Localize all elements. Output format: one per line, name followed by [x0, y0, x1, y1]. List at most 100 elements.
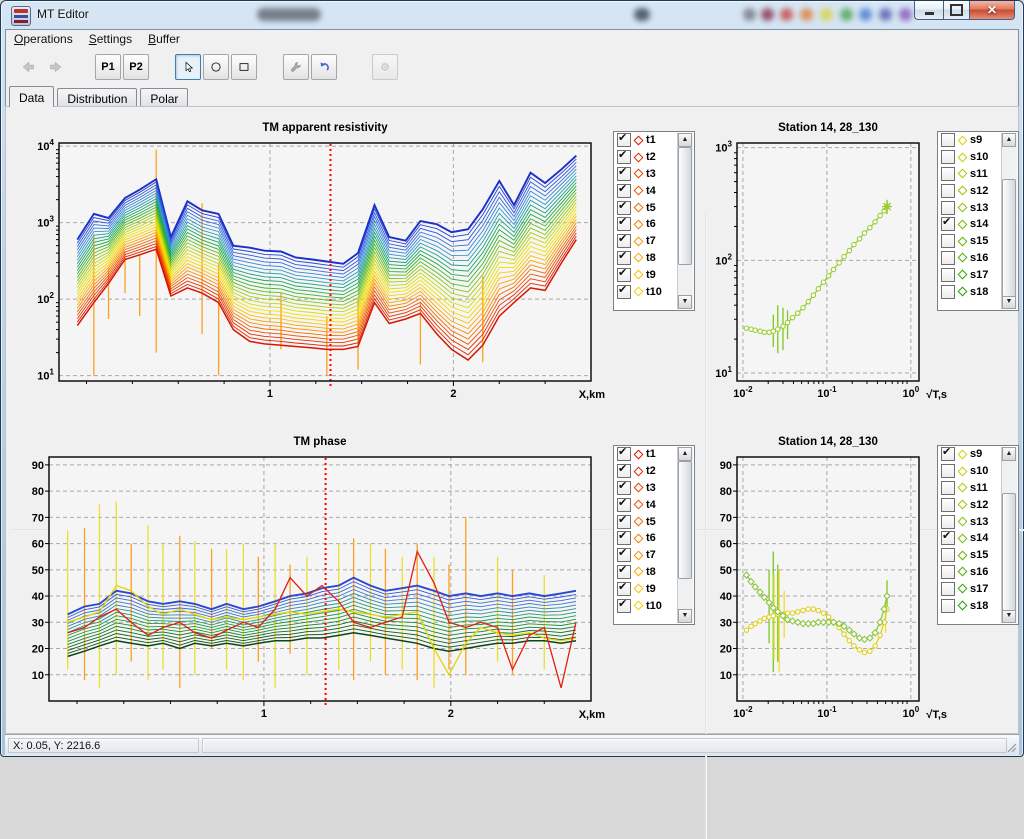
checkbox-s17[interactable]	[941, 267, 955, 282]
legend-item-t6[interactable]: ✔ t6	[614, 530, 694, 547]
checkbox-s14[interactable]: ✔	[941, 530, 955, 546]
checkbox-s14[interactable]: ✔	[941, 216, 955, 232]
p1-button[interactable]: P1	[95, 54, 121, 80]
checkbox-s10[interactable]	[941, 150, 955, 165]
legend-item-s16[interactable]: s16	[938, 564, 1018, 581]
checkbox-s11[interactable]	[941, 480, 955, 495]
p2-button[interactable]: P2	[123, 54, 149, 80]
checkbox-t7[interactable]: ✔	[617, 233, 631, 249]
legend-item-s13[interactable]: s13	[938, 513, 1018, 530]
menu-item-settings[interactable]: Settings	[88, 32, 133, 46]
legend-scrollbar[interactable]: ▲ ▼	[677, 447, 693, 623]
legend-item-t7[interactable]: ✔ t7	[614, 233, 694, 250]
rectangle-select-tool-button[interactable]	[231, 54, 257, 80]
checkbox-s12[interactable]	[941, 497, 955, 512]
titlebar[interactable]: MT Editor ✕	[1, 1, 1023, 29]
legend-item-t2[interactable]: ✔ t2	[614, 463, 694, 480]
scrollbar-thumb[interactable]	[1002, 493, 1016, 611]
checkbox-t4[interactable]: ✔	[617, 183, 631, 198]
legend-item-t3[interactable]: ✔ t3	[614, 480, 694, 497]
settings-button[interactable]: ⚙	[372, 54, 398, 80]
legend-item-t3[interactable]: ✔ t3	[614, 166, 694, 183]
legend-item-t5[interactable]: ✔ t5	[614, 199, 694, 216]
checkbox-s9[interactable]	[941, 133, 955, 148]
legend-item-t9[interactable]: ✔ t9	[614, 580, 694, 597]
chart-tm-apparent-resistivity[interactable]: TM apparent resistivity 1 2 101 102 103 104 X,k…	[9, 109, 609, 421]
legend-item-s15[interactable]: s15	[938, 547, 1018, 564]
legend-item-t4[interactable]: ✔ t4	[614, 496, 694, 513]
maximize-button[interactable]	[943, 1, 970, 20]
legend-item-s13[interactable]: s13	[938, 199, 1018, 216]
checkbox-t3[interactable]: ✔	[617, 480, 631, 495]
checkbox-s16[interactable]	[941, 250, 955, 265]
legend-item-t1[interactable]: ✔ t1	[614, 132, 694, 149]
legend-item-s14[interactable]: ✔ s14	[938, 216, 1018, 233]
legend-item-t9[interactable]: ✔ t9	[614, 266, 694, 283]
checkbox-s17[interactable]	[941, 581, 955, 596]
legend-item-s11[interactable]: s11	[938, 480, 1018, 497]
legend-scrollbar[interactable]: ▲ ▼	[677, 133, 693, 309]
checkbox-s18[interactable]	[941, 598, 955, 613]
close-button[interactable]: ✕	[970, 1, 1015, 20]
tm_phase-canvas[interactable]: TM phase 1 2 10 20 30 40 50 60 70 80 90 X,km	[9, 425, 609, 727]
tm_resistivity-canvas[interactable]: TM apparent resistivity 1 2 101 102 103 104 X,k…	[9, 109, 609, 421]
ellipse-select-tool-button[interactable]	[203, 54, 229, 80]
legend-scrollbar[interactable]: ▲ ▼	[1001, 133, 1017, 309]
legend-item-t10[interactable]: ✔ t10	[614, 597, 694, 614]
checkbox-t2[interactable]: ✔	[617, 463, 631, 479]
legend-item-t7[interactable]: ✔ t7	[614, 547, 694, 564]
tab-data[interactable]: Data	[9, 86, 55, 107]
legend-item-s16[interactable]: s16	[938, 250, 1018, 267]
legend-item-t2[interactable]: ✔ t2	[614, 149, 694, 166]
scroll-down-icon[interactable]: ▼	[678, 295, 692, 309]
tab-distribution[interactable]: Distribution	[57, 88, 138, 108]
checkbox-s9[interactable]: ✔	[941, 446, 955, 462]
legend-item-s15[interactable]: s15	[938, 233, 1018, 250]
legend-item-s14[interactable]: ✔ s14	[938, 530, 1018, 547]
checkbox-t2[interactable]: ✔	[617, 149, 631, 165]
checkbox-t6[interactable]: ✔	[617, 216, 631, 232]
checkbox-t3[interactable]: ✔	[617, 166, 631, 181]
legend-item-s18[interactable]: s18	[938, 283, 1018, 300]
minimize-button[interactable]	[914, 1, 943, 20]
scrollbar-thumb[interactable]	[1002, 179, 1016, 297]
scroll-down-icon[interactable]: ▼	[1002, 295, 1016, 309]
legend-scrollbar[interactable]: ▲ ▼	[1001, 447, 1017, 623]
checkbox-s10[interactable]	[941, 464, 955, 479]
checkbox-s16[interactable]	[941, 564, 955, 579]
menu-item-operations[interactable]: Operations	[14, 32, 73, 46]
checkbox-s11[interactable]	[941, 166, 955, 181]
checkbox-t10[interactable]: ✔	[617, 598, 631, 613]
legend-item-s10[interactable]: s10	[938, 149, 1018, 166]
legend-item-t6[interactable]: ✔ t6	[614, 216, 694, 233]
legend-item-s9[interactable]: ✔ s9	[938, 446, 1018, 463]
legend-item-t1[interactable]: ✔ t1	[614, 446, 694, 463]
scroll-up-icon[interactable]: ▲	[1002, 447, 1016, 461]
scrollbar-thumb[interactable]	[678, 461, 692, 579]
legend-item-s12[interactable]: s12	[938, 496, 1018, 513]
legend-item-t5[interactable]: ✔ t5	[614, 513, 694, 530]
checkbox-t8[interactable]: ✔	[617, 564, 631, 579]
checkbox-s13[interactable]	[941, 200, 955, 215]
station_resistivity-canvas[interactable]: Station 14, 28_130 10-2 10-1 100 101 102 103 √T…	[703, 109, 951, 421]
legend-item-t8[interactable]: ✔ t8	[614, 250, 694, 267]
scrollbar-thumb[interactable]	[678, 147, 692, 265]
legend-item-s17[interactable]: s17	[938, 266, 1018, 283]
checkbox-t1[interactable]: ✔	[617, 132, 631, 148]
scroll-up-icon[interactable]: ▲	[1002, 133, 1016, 147]
legend-item-t10[interactable]: ✔ t10	[614, 283, 694, 300]
back-button[interactable]	[15, 54, 41, 80]
checkbox-s13[interactable]	[941, 514, 955, 529]
vertical-splitter[interactable]	[705, 213, 707, 839]
checkbox-t6[interactable]: ✔	[617, 530, 631, 546]
station_phase-canvas[interactable]: Station 14, 28_130 10-2 10-1 100 10 20 30 40 50 6…	[703, 425, 951, 727]
checkbox-t8[interactable]: ✔	[617, 250, 631, 265]
checkbox-s12[interactable]	[941, 183, 955, 198]
scroll-down-icon[interactable]: ▼	[678, 609, 692, 623]
legend-item-s17[interactable]: s17	[938, 580, 1018, 597]
resize-grip-icon[interactable]	[1006, 742, 1018, 754]
tools-button[interactable]	[283, 54, 309, 80]
menu-item-buffer[interactable]: Buffer	[148, 32, 180, 46]
chart-station-resistivity[interactable]: Station 14, 28_130 10-2 10-1 100 101 102 103 √T…	[703, 109, 951, 421]
checkbox-t7[interactable]: ✔	[617, 547, 631, 563]
